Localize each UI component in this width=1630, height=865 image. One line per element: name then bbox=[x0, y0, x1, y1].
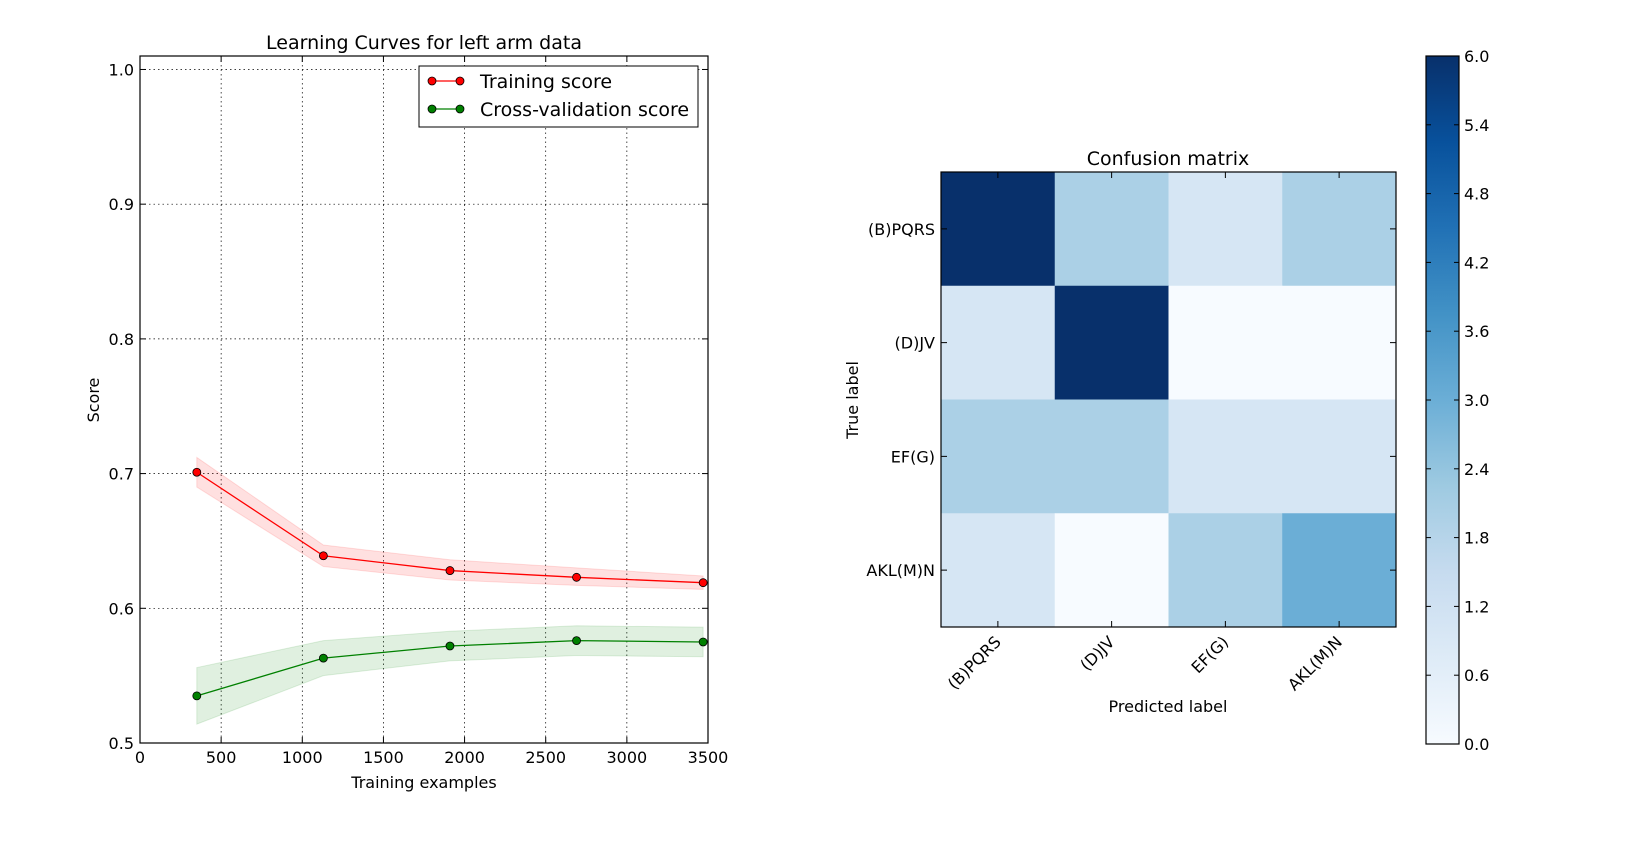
confusion-matrix-chart: Confusion matrix (B)PQRS (B)PQRS (D)JV (D)J… bbox=[843, 148, 1397, 716]
matrix-cell bbox=[941, 172, 1056, 287]
confusion-matrix-title: Confusion matrix bbox=[1087, 148, 1249, 170]
colorbar-tick-label: 1.8 bbox=[1464, 529, 1489, 548]
colorbar-tick-label: 0.0 bbox=[1464, 735, 1489, 754]
matrix-cell bbox=[1168, 513, 1283, 628]
colorbar-tick-label: 1.2 bbox=[1464, 597, 1489, 616]
x-tick-label: 2500 bbox=[525, 748, 566, 767]
x-tick-label: 1000 bbox=[282, 748, 323, 767]
y-tick-label: 0.6 bbox=[109, 599, 134, 618]
true-label-tick: EF(G) bbox=[891, 447, 935, 466]
legend-box bbox=[418, 65, 699, 128]
learning-curve-chart: Learning Curves for left arm data 0 500 10… bbox=[84, 32, 728, 792]
series-point-1 bbox=[698, 637, 708, 647]
learning-curve-plot-frame bbox=[139, 55, 709, 744]
colorbar-tick-label: 3.6 bbox=[1464, 322, 1489, 341]
x-tick-label: 3500 bbox=[688, 748, 729, 767]
legend-marker-0 bbox=[427, 76, 437, 86]
matrix-cell bbox=[1168, 399, 1283, 514]
learning-curve-ticks: 0 500 1000 1500 2000 2500 3000 3500 0.5 0.6 0.7 0.8… bbox=[109, 56, 729, 767]
series-point-0 bbox=[698, 578, 708, 588]
series-point-0 bbox=[572, 572, 581, 582]
y-tick-label: 0.5 bbox=[109, 734, 134, 753]
series-point-0 bbox=[318, 551, 328, 561]
predicted-label-tick: (D)JV bbox=[1076, 632, 1118, 674]
colorbar-tick-label: 2.4 bbox=[1464, 460, 1489, 479]
x-tick-label: 1500 bbox=[363, 748, 404, 767]
confusion-matrix-x-label: Predicted label bbox=[1109, 697, 1228, 716]
matrix-cell bbox=[1054, 513, 1169, 628]
y-tick-label: 0.9 bbox=[109, 195, 134, 214]
series-point-0 bbox=[192, 467, 202, 477]
confusion-matrix-cells bbox=[941, 172, 1397, 628]
matrix-cell bbox=[1054, 285, 1169, 400]
score-band-1 bbox=[196, 625, 704, 725]
legend-marker-1 bbox=[455, 104, 465, 114]
series-point-0 bbox=[445, 566, 455, 575]
legend-marker-1 bbox=[427, 104, 437, 114]
colorbar-tick-label: 6.0 bbox=[1464, 47, 1489, 66]
learning-curve-y-label: Score bbox=[84, 378, 103, 423]
y-tick-label: 1.0 bbox=[109, 60, 134, 79]
series-point-1 bbox=[192, 691, 202, 701]
matrix-cell bbox=[941, 285, 1056, 400]
matrix-cell bbox=[1168, 285, 1283, 400]
series-point-1 bbox=[445, 641, 455, 651]
matrix-cell bbox=[1282, 172, 1397, 287]
legend-label-1: Cross-validation score bbox=[480, 99, 689, 121]
confusion-matrix-y-label: True label bbox=[843, 361, 862, 440]
x-tick-label: 500 bbox=[206, 748, 237, 767]
x-tick-label: 3000 bbox=[606, 748, 647, 767]
true-label-tick: (D)JV bbox=[895, 334, 936, 353]
learning-curve-x-label: Training examples bbox=[350, 773, 496, 792]
colorbar-tick-label: 5.4 bbox=[1464, 116, 1489, 135]
series-point-1 bbox=[318, 653, 328, 663]
series-point-1 bbox=[572, 636, 581, 646]
legend-label-0: Training score bbox=[479, 71, 612, 93]
predicted-label-tick: AKL(M)N bbox=[1284, 632, 1346, 694]
y-tick-label: 0.7 bbox=[109, 465, 134, 484]
colorbar-ticks: 0.0 0.6 1.2 1.8 2.4 3.0 3.6 4.2 4.8 5.4 6.0 bbox=[1426, 47, 1489, 754]
colorbar-tick-label: 0.6 bbox=[1464, 666, 1489, 685]
predicted-label-tick: EF(G) bbox=[1188, 632, 1233, 677]
true-label-tick: AKL(M)N bbox=[866, 561, 935, 580]
matrix-cell bbox=[1282, 399, 1397, 514]
matrix-cell bbox=[1168, 172, 1283, 287]
colorbar-tick-label: 3.0 bbox=[1464, 391, 1489, 410]
matrix-cell bbox=[1282, 513, 1397, 628]
matrix-cell bbox=[941, 399, 1056, 514]
learning-curve-title: Learning Curves for left arm data bbox=[266, 32, 582, 54]
legend-marker-0 bbox=[455, 76, 465, 86]
matrix-cell bbox=[1054, 399, 1169, 514]
x-tick-label: 0 bbox=[135, 748, 145, 767]
predicted-label-tick: (B)PQRS bbox=[944, 632, 1005, 693]
x-tick-label: 2000 bbox=[444, 748, 485, 767]
matrix-cell bbox=[1054, 172, 1169, 287]
matrix-cell bbox=[1282, 285, 1397, 400]
true-label-tick: (B)PQRS bbox=[868, 220, 935, 239]
learning-curve-legend: Training score Cross-validation score bbox=[418, 65, 699, 128]
learning-curve-lines bbox=[192, 467, 708, 701]
colorbar-tick-label: 4.8 bbox=[1464, 185, 1489, 204]
confusion-matrix-frame bbox=[940, 171, 1397, 628]
y-tick-label: 0.8 bbox=[109, 330, 134, 349]
matrix-cell bbox=[941, 513, 1056, 628]
colorbar: 0.0 0.6 1.2 1.8 2.4 3.0 3.6 4.2 4.8 5.4 6.0 bbox=[1425, 47, 1489, 754]
colorbar-tick-label: 4.2 bbox=[1464, 253, 1489, 272]
